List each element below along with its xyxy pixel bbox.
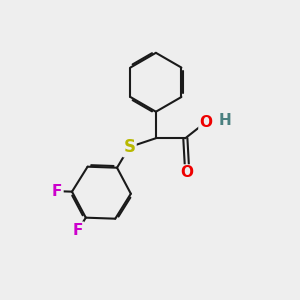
- Text: H: H: [219, 113, 232, 128]
- Text: F: F: [73, 223, 83, 238]
- Text: O: O: [180, 166, 193, 181]
- Text: F: F: [52, 184, 62, 199]
- Text: O: O: [200, 115, 212, 130]
- Text: S: S: [123, 138, 135, 156]
